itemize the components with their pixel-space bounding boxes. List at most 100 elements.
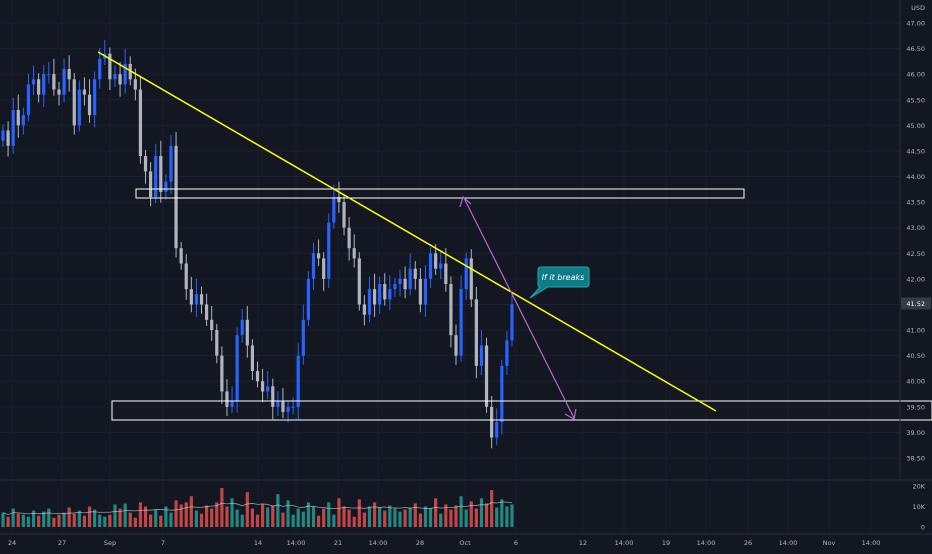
candle[interactable] <box>174 132 178 258</box>
candle[interactable] <box>87 79 92 123</box>
candle[interactable] <box>98 48 102 89</box>
candle[interactable] <box>108 47 112 91</box>
candle[interactable] <box>230 386 234 413</box>
projection-arrow[interactable] <box>459 195 577 420</box>
candle[interactable] <box>47 61 51 84</box>
candle[interactable] <box>159 140 163 203</box>
candle[interactable] <box>322 252 326 292</box>
candle[interactable] <box>434 244 438 275</box>
candle[interactable] <box>484 337 489 413</box>
candle[interactable] <box>11 97 15 154</box>
candle[interactable] <box>143 149 148 184</box>
candle[interactable] <box>301 304 305 365</box>
candle[interactable] <box>164 173 168 200</box>
candle[interactable] <box>276 390 280 417</box>
candle[interactable] <box>123 48 127 94</box>
candle[interactable] <box>149 162 153 207</box>
candle[interactable] <box>311 242 316 290</box>
candle[interactable] <box>210 306 214 341</box>
candle[interactable] <box>291 397 295 415</box>
candle[interactable] <box>418 268 422 313</box>
candle[interactable] <box>138 75 143 164</box>
candle[interactable] <box>271 378 275 420</box>
candle[interactable] <box>266 371 270 400</box>
candle[interactable] <box>240 309 244 343</box>
candle[interactable] <box>1 124 5 147</box>
candle[interactable] <box>347 216 351 261</box>
candle[interactable] <box>337 181 341 213</box>
support-zone[interactable] <box>111 400 932 421</box>
candle[interactable] <box>286 400 290 423</box>
candle[interactable] <box>42 64 46 107</box>
candle[interactable] <box>372 273 377 317</box>
candle[interactable] <box>296 343 300 420</box>
candle[interactable] <box>469 249 473 308</box>
candle[interactable] <box>37 73 41 103</box>
callout-bubble[interactable]: If it breaks <box>529 266 590 299</box>
candle[interactable] <box>113 64 117 87</box>
candle[interactable] <box>352 234 356 268</box>
candle[interactable] <box>327 213 331 289</box>
candle[interactable] <box>388 275 392 311</box>
candle[interactable] <box>342 194 346 236</box>
candle[interactable] <box>205 293 209 326</box>
candle[interactable] <box>179 242 183 270</box>
candle[interactable] <box>398 269 402 297</box>
candle[interactable] <box>77 80 81 132</box>
candle[interactable] <box>459 275 463 362</box>
candle[interactable] <box>72 73 76 135</box>
candle[interactable] <box>383 273 387 306</box>
candle[interactable] <box>118 61 122 97</box>
candle[interactable] <box>189 276 193 313</box>
candle[interactable] <box>449 276 453 348</box>
candle[interactable] <box>500 359 504 435</box>
resistance-zone[interactable] <box>135 188 745 199</box>
candle[interactable] <box>505 331 509 376</box>
candle[interactable] <box>479 330 484 376</box>
candle[interactable] <box>413 260 417 290</box>
candle[interactable] <box>26 73 31 122</box>
candle[interactable] <box>510 292 514 347</box>
candle[interactable] <box>439 251 443 280</box>
candle[interactable] <box>255 361 260 388</box>
candle[interactable] <box>16 94 20 138</box>
candle[interactable] <box>52 58 56 96</box>
candle[interactable] <box>225 379 229 417</box>
candle[interactable] <box>316 239 321 267</box>
candle[interactable] <box>464 252 468 300</box>
candle[interactable] <box>454 324 458 365</box>
candle[interactable] <box>235 327 239 413</box>
candle[interactable] <box>367 276 372 323</box>
candle[interactable] <box>184 254 188 300</box>
candle[interactable] <box>474 287 478 379</box>
candle[interactable] <box>21 107 25 135</box>
candle[interactable] <box>215 323 219 364</box>
candle[interactable] <box>393 277 397 297</box>
candle[interactable] <box>31 65 36 96</box>
candle[interactable] <box>169 135 173 194</box>
candle[interactable] <box>93 71 97 128</box>
candle[interactable] <box>260 368 265 403</box>
candle[interactable] <box>403 266 407 299</box>
candle[interactable] <box>281 387 285 419</box>
candle[interactable] <box>154 143 158 204</box>
candle[interactable] <box>357 252 361 311</box>
candle[interactable] <box>199 286 204 314</box>
candle[interactable] <box>250 339 255 381</box>
candle[interactable] <box>332 184 336 229</box>
candle[interactable] <box>220 346 224 404</box>
candle[interactable] <box>245 306 249 358</box>
candle[interactable] <box>67 55 71 92</box>
candle[interactable] <box>490 396 494 449</box>
candle[interactable] <box>306 271 310 326</box>
candle[interactable] <box>6 121 10 157</box>
candle[interactable] <box>408 253 412 296</box>
candle[interactable] <box>194 278 199 317</box>
candle[interactable] <box>495 408 499 446</box>
candle[interactable] <box>82 77 87 106</box>
candle[interactable] <box>378 276 382 314</box>
trendline[interactable] <box>97 51 717 412</box>
candle[interactable] <box>57 81 61 106</box>
